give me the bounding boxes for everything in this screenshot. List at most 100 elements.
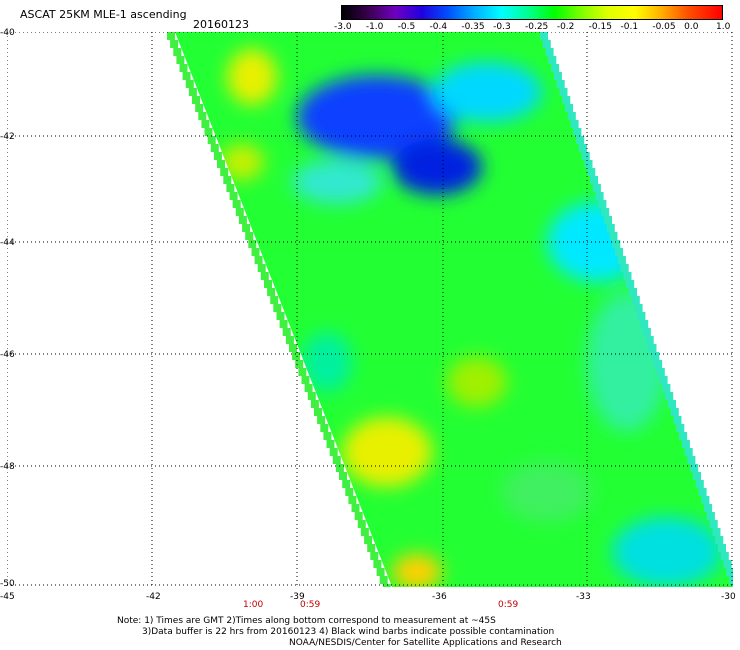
edge-cell [626,280,635,288]
edge-cell [595,192,604,200]
edge-cell [609,232,618,240]
edge-cell [298,368,307,376]
lat-label: -46 [0,350,15,360]
edge-cell [701,496,710,504]
edge-cell [659,376,668,384]
edge-cell [167,32,175,40]
edge-cell [729,576,733,584]
edge-cell [637,312,646,320]
edge-cell [559,88,568,96]
colorbar-tick-label: -0.1 [620,22,639,32]
edge-cell [273,304,282,312]
edge-cell [645,336,654,344]
edge-cell [295,360,304,368]
lat-label: -50 [0,579,15,589]
map-title: ASCAT 25KM MLE-1 ascending [20,8,187,21]
edge-cell [351,504,360,512]
colorbar-tick-label: -0.5 [397,22,416,32]
edge-cell [292,352,301,360]
edge-cell [326,440,335,448]
edge-cell [545,48,554,56]
time-label: 0:59 [498,600,519,610]
edge-cell [339,472,347,480]
edge-cell [260,272,269,280]
edge-cell [712,528,721,536]
edge-cell [323,432,332,440]
edge-cell [201,120,210,128]
edge-cell [373,560,382,568]
edge-cell [210,144,219,152]
edge-cell [540,32,548,40]
edge-cell [687,456,696,464]
edge-cell [367,544,376,552]
edge-cell [679,432,688,440]
edge-cell [715,536,724,544]
field-patch [297,75,457,159]
edge-cell [235,208,244,216]
edge-cell [332,456,341,464]
edge-cell [709,520,718,528]
edge-cell [573,128,582,136]
colorbar-tick-label: 1.0 [716,22,731,32]
edge-cell [576,136,585,144]
edge-cell [634,304,643,312]
edge-cell [314,408,322,416]
edge-cell [217,160,225,168]
colorbar-tick-label: -0.4 [429,22,448,32]
note-line-3: NOAA/NESDIS/Center for Satellite Applica… [289,638,562,648]
edge-cell [379,576,388,584]
edge-cell [285,336,294,344]
colorbar-tick-label: -0.3 [493,22,511,32]
edge-cell [254,256,263,264]
edge-cell [681,440,690,448]
edge-cell [654,360,663,368]
edge-cell [592,184,601,192]
edge-cell [676,424,685,432]
lon-label: -39 [290,592,305,602]
edge-cell [176,56,185,64]
edge-cell [307,392,316,400]
edge-cell [376,568,385,576]
edge-cell [567,112,576,120]
edge-cell [276,312,285,320]
edge-cell [220,168,229,176]
edge-cell [601,208,610,216]
lat-label: -42 [0,132,15,142]
lat-label: -40 [0,28,15,38]
edge-cell [301,376,310,384]
edge-cell [279,320,288,328]
edge-cell [357,520,366,528]
edge-cell [565,104,573,112]
edge-cell [615,248,624,256]
field-patch [392,554,442,587]
edge-cell [198,112,207,120]
edge-cell [204,128,213,136]
note-line-1: Note: 1) Times are GMT 2)Times along bot… [117,616,496,626]
colorbar-tick-label: -1.0 [365,22,384,32]
edge-cell [232,200,241,208]
lon-label: -30 [721,592,736,602]
edge-cell [348,496,357,504]
edge-cell [726,568,733,576]
colorbar-tick-label: -3.0 [334,22,352,32]
edge-cell [640,320,649,328]
field-patch [447,357,507,407]
field-patch [342,417,432,487]
edge-cell [329,448,338,456]
edge-cell [648,344,657,352]
time-label: 0:59 [300,600,321,610]
edge-cell [695,480,704,488]
edge-cell [267,288,276,296]
edge-cell [623,272,632,280]
edge-cell [248,240,257,248]
colorbar [341,5,723,20]
edge-cell [238,216,247,224]
lat-label: -44 [0,238,15,248]
edge-cell [668,400,676,408]
edge-cell [335,464,344,472]
field-patch [432,62,542,122]
field-patch [292,160,382,204]
edge-cell [612,240,621,248]
edge-cell [553,72,562,80]
colorbar-tick-label: -0.15 [588,22,612,32]
